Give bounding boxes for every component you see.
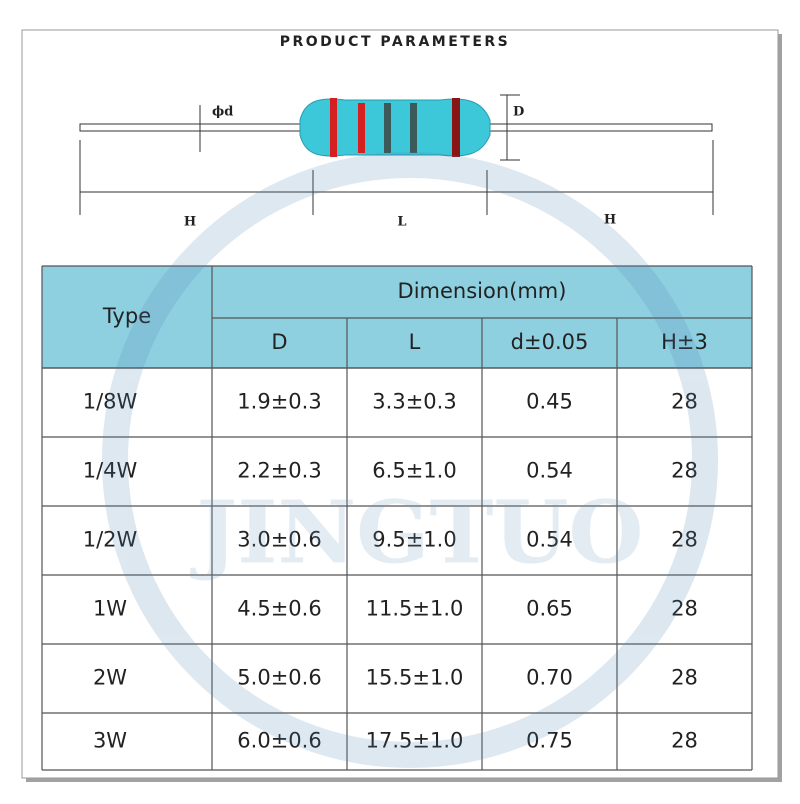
- watermark: JINGTUO: [102, 152, 718, 768]
- lead-diameter-label: ϕd: [212, 105, 233, 120]
- value-cell: 11.5±1.0: [366, 597, 464, 621]
- watermark-text: JINGTUO: [190, 483, 644, 584]
- header-bg: [42, 266, 752, 368]
- resistor-diagram: [79, 94, 714, 215]
- value-cell: 28: [671, 459, 698, 483]
- value-cell: 15.5±1.0: [366, 666, 464, 690]
- type-cell: 1/2W: [83, 528, 138, 552]
- title: PRODUCT PARAMETERS: [280, 34, 511, 50]
- value-cell: 28: [671, 390, 698, 414]
- value-cell: 0.54: [526, 459, 573, 483]
- type-cell: 3W: [93, 729, 127, 753]
- column-header: L: [409, 330, 421, 354]
- type-header: Type: [102, 304, 151, 328]
- value-cell: 28: [671, 528, 698, 552]
- type-cell: 1/8W: [83, 390, 138, 414]
- value-cell: 6.0±0.6: [237, 729, 321, 753]
- value-cell: 0.65: [526, 597, 573, 621]
- value-cell: 0.45: [526, 390, 573, 414]
- body-length-label: L: [397, 215, 406, 230]
- value-cell: 3.3±0.3: [372, 390, 456, 414]
- type-cell: 1W: [93, 597, 127, 621]
- value-cell: 3.0±0.6: [237, 528, 321, 552]
- type-cell: 2W: [93, 666, 127, 690]
- value-cell: 17.5±1.0: [366, 729, 464, 753]
- left-lead-label: H: [184, 215, 196, 230]
- value-cell: 0.54: [526, 528, 573, 552]
- right-lead-label: H: [604, 213, 616, 228]
- value-cell: 1.9±0.3: [237, 390, 321, 414]
- type-cell: 1/4W: [83, 459, 138, 483]
- group-header: Dimension(mm): [398, 279, 567, 303]
- column-header: H±3: [661, 330, 708, 354]
- value-cell: 9.5±1.0: [372, 528, 456, 552]
- value-cell: 5.0±0.6: [237, 666, 321, 690]
- value-cell: 6.5±1.0: [372, 459, 456, 483]
- value-cell: 0.70: [526, 666, 573, 690]
- value-cell: 2.2±0.3: [237, 459, 321, 483]
- value-cell: 0.75: [526, 729, 573, 753]
- value-cell: 28: [671, 597, 698, 621]
- body-diameter-label: D: [513, 105, 524, 120]
- column-header: d±0.05: [511, 330, 589, 354]
- value-cell: 28: [671, 666, 698, 690]
- column-header: D: [271, 330, 287, 354]
- value-cell: 4.5±0.6: [237, 597, 321, 621]
- value-cell: 28: [671, 729, 698, 753]
